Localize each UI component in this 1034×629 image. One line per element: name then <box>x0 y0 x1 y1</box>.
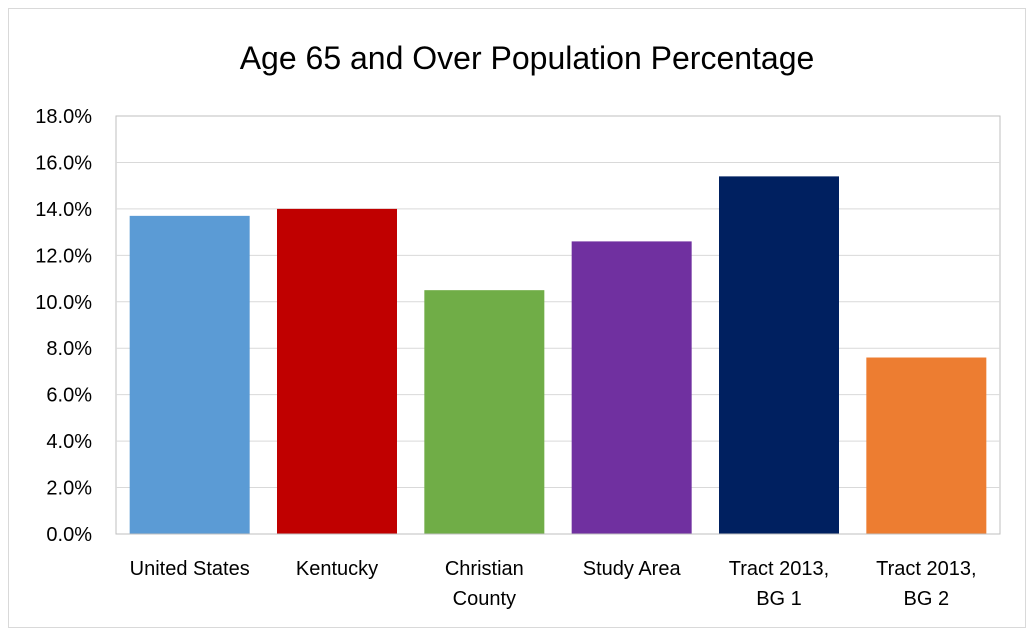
x-category-label: Study Area <box>583 558 682 580</box>
bar <box>424 290 545 534</box>
y-tick-label: 2.0% <box>46 478 92 500</box>
y-tick-label: 8.0% <box>46 338 92 360</box>
y-tick-label: 14.0% <box>35 199 92 221</box>
y-tick-label: 6.0% <box>46 385 92 407</box>
bar <box>719 176 839 534</box>
y-tick-label: 0.0% <box>46 524 92 546</box>
y-tick-label: 16.0% <box>35 152 92 174</box>
x-category-label: Christian <box>445 558 524 580</box>
y-tick-label: 12.0% <box>35 245 92 267</box>
bar <box>866 357 987 534</box>
bar <box>129 215 250 534</box>
x-category-label: Tract 2013, <box>876 558 976 580</box>
x-category-label: BG 2 <box>904 588 950 610</box>
x-category-label: County <box>453 588 516 610</box>
y-tick-label: 10.0% <box>35 292 92 314</box>
y-tick-label: 18.0% <box>35 106 92 128</box>
x-category-label: Tract 2013, <box>729 558 829 580</box>
chart-title: Age 65 and Over Population Percentage <box>240 40 815 76</box>
y-tick-label: 4.0% <box>46 431 92 453</box>
bars <box>129 176 987 534</box>
x-category-label: United States <box>130 558 250 580</box>
bar <box>277 208 397 534</box>
x-axis-category-labels: United States Kentucky Christian County Stud… <box>130 558 977 610</box>
x-category-label: Kentucky <box>296 558 378 580</box>
x-category-label: BG 1 <box>756 588 802 610</box>
y-axis-tick-labels: 0.0% 2.0% 4.0% 6.0% 8.0% 10.0% 12.0% 14.0% 16.0%… <box>35 106 92 546</box>
bar <box>571 241 692 534</box>
gridlines <box>116 161 1000 489</box>
